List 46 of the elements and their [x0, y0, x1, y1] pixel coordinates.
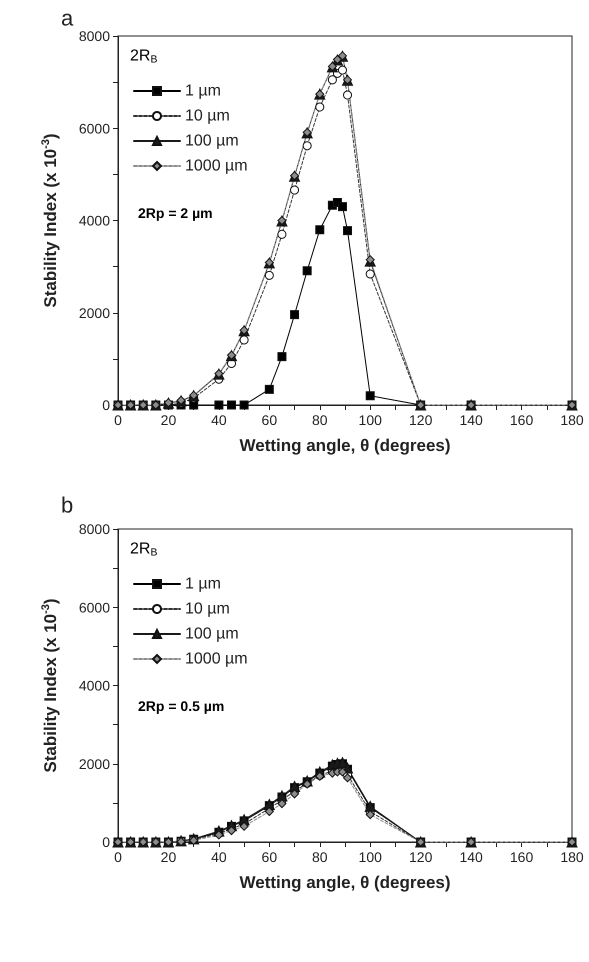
legend-label: 100 µm — [185, 626, 239, 642]
annotation: 2Rp = 2 µm — [138, 205, 213, 221]
legend-label: 10 µm — [185, 108, 230, 124]
x-axis-title: Wetting angle, θ (degrees) — [239, 436, 451, 455]
legend-label: 1000 µm — [185, 158, 248, 174]
y-tick-label: 4000 — [78, 212, 110, 228]
x-tick-label: 20 — [160, 412, 176, 428]
y-tick-label: 6000 — [78, 599, 110, 616]
x-tick-label: 60 — [262, 412, 278, 428]
y-tick-label: 2000 — [78, 756, 110, 772]
y-tick-label: 8000 — [78, 521, 110, 537]
x-tick-label: 140 — [459, 849, 484, 865]
y-tick-label: 6000 — [78, 120, 110, 136]
y-axis-title: Stability Index (x 10-3) — [40, 133, 60, 308]
x-tick-label: 160 — [510, 849, 534, 865]
x-tick-label: 80 — [312, 412, 328, 428]
legend-label: 100 µm — [185, 132, 239, 150]
x-tick-label: 140 — [459, 412, 484, 428]
y-tick-label: 4000 — [78, 678, 110, 694]
chart-title: a — [61, 6, 74, 30]
x-tick-label: 60 — [262, 849, 278, 865]
x-tick-label: 180 — [560, 849, 584, 865]
x-tick-label: 0 — [114, 412, 122, 428]
y-axis-title: Stability Index (x 10-3) — [40, 598, 60, 773]
legend-label: 10 µm — [185, 600, 230, 618]
annotation: 2Rp = 0.5 µm — [138, 698, 224, 714]
x-axis-title: Wetting angle, θ (degrees) — [239, 873, 451, 892]
x-tick-label: 20 — [160, 849, 176, 865]
x-tick-label: 120 — [408, 849, 433, 865]
y-tick-label: 2000 — [78, 304, 110, 321]
x-tick-label: 100 — [358, 412, 382, 428]
x-tick-label: 40 — [211, 412, 227, 428]
y-tick-label: 0 — [102, 397, 110, 413]
x-tick-label: 180 — [560, 412, 584, 428]
legend-label: 1000 µm — [185, 650, 248, 668]
y-tick-label: 0 — [102, 834, 110, 850]
legend-label: 1 µm — [185, 576, 221, 592]
x-tick-label: 80 — [312, 849, 328, 865]
x-tick-label: 100 — [358, 849, 382, 865]
x-tick-label: 120 — [408, 412, 433, 428]
x-tick-label: 160 — [510, 412, 534, 428]
legend-label: 1 µm — [185, 82, 221, 100]
chart-title: b — [61, 492, 74, 518]
x-tick-label: 0 — [114, 849, 122, 865]
x-tick-label: 40 — [211, 849, 227, 865]
y-tick-label: 8000 — [78, 28, 110, 44]
